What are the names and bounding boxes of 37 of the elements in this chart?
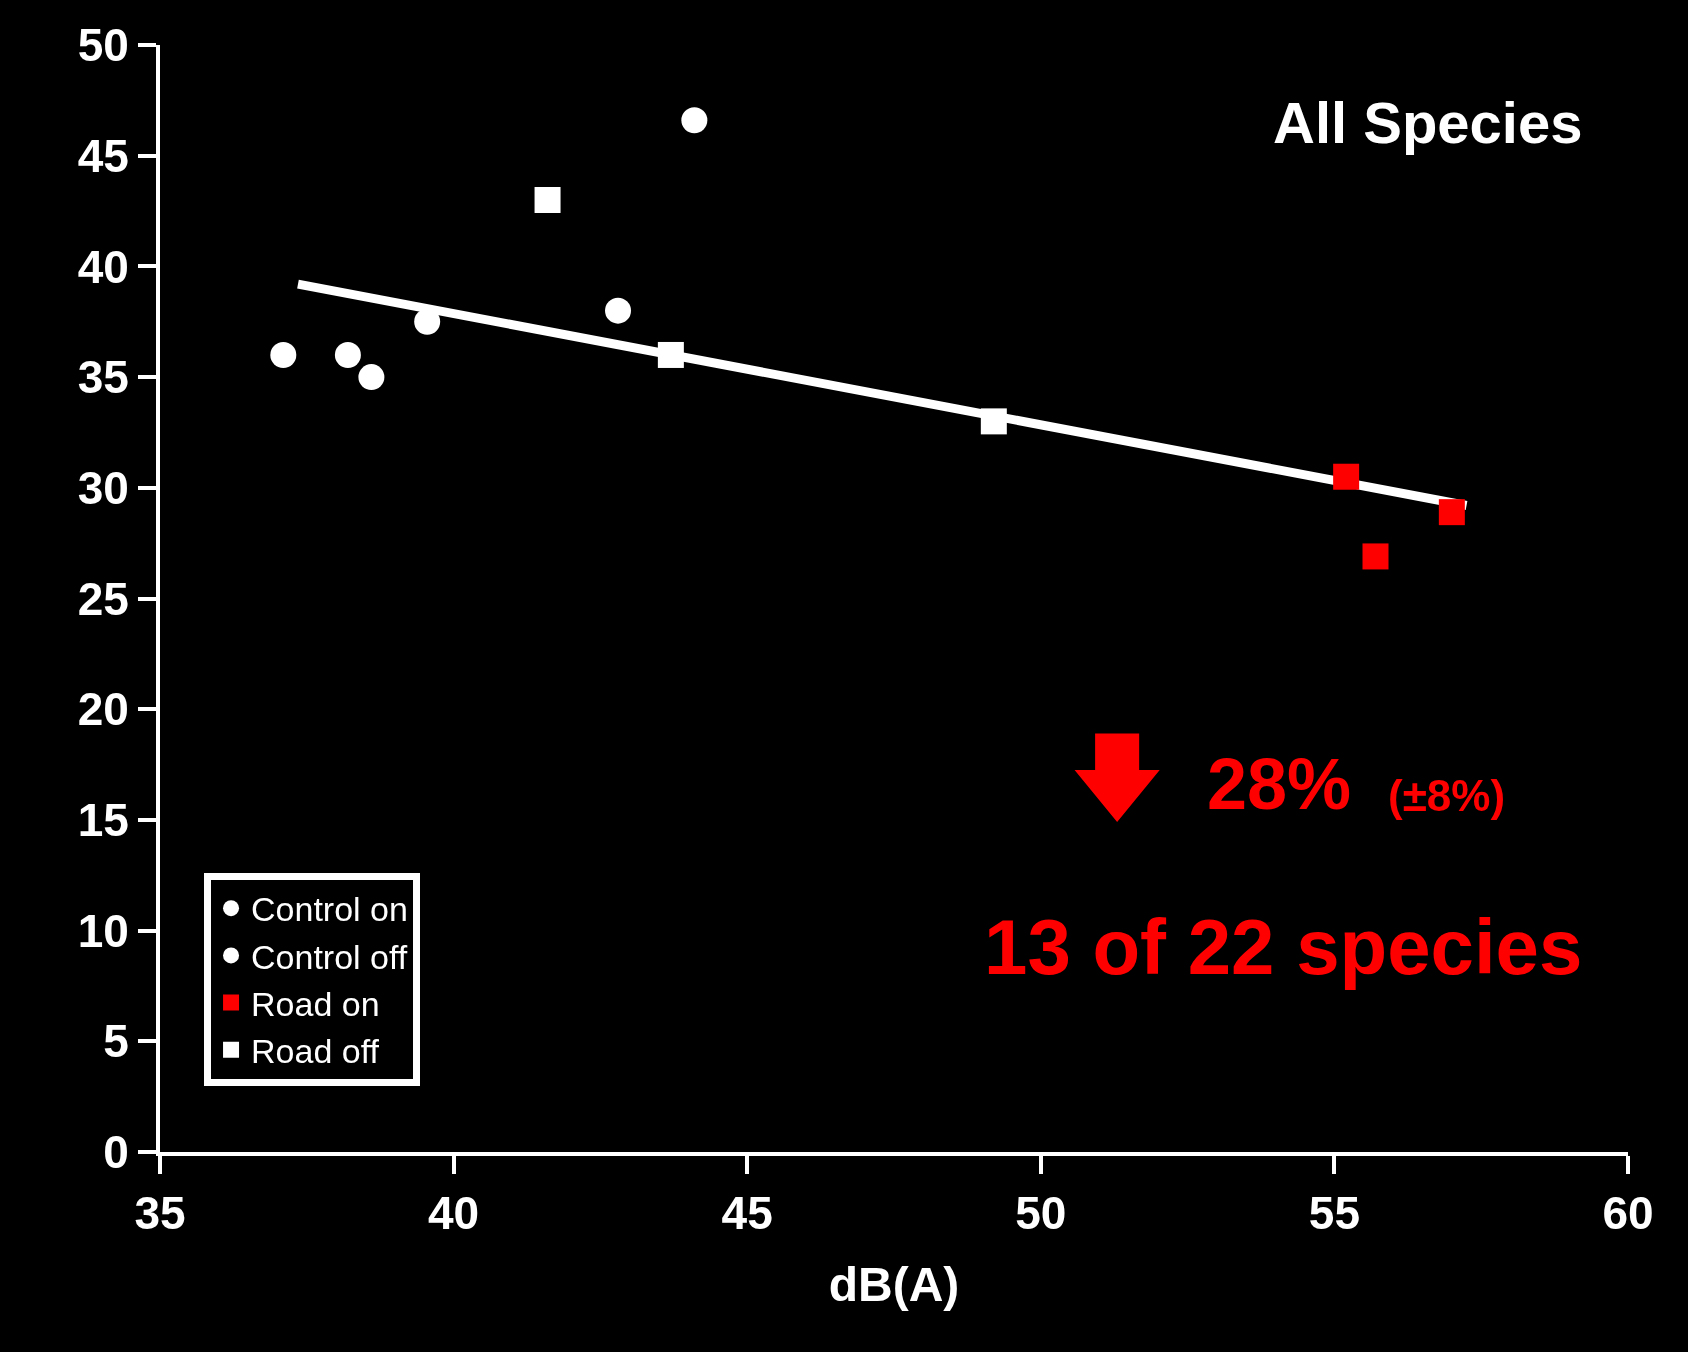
point	[980, 408, 1007, 435]
x-tick-label: 60	[1602, 1187, 1654, 1240]
y-tick-label: 10	[77, 904, 129, 957]
y-tick-label: 0	[103, 1126, 129, 1179]
point	[358, 364, 385, 391]
point	[681, 107, 708, 134]
legend-label: Road off	[251, 1032, 380, 1071]
y-tick-label: 30	[77, 461, 129, 514]
point	[1362, 543, 1389, 570]
x-tick-label: 55	[1308, 1187, 1360, 1240]
point	[605, 297, 632, 324]
y-tick-label: 40	[77, 240, 129, 293]
point	[334, 341, 361, 368]
x-tick-label: 50	[1015, 1187, 1067, 1240]
annotation: 13 of 22 species	[984, 903, 1583, 991]
legend-label: Road on	[251, 984, 380, 1023]
point	[414, 308, 441, 335]
annotation: 28%	[1207, 744, 1352, 824]
point	[657, 341, 684, 368]
annotation: (±8%)	[1388, 771, 1506, 820]
y-tick-label: 15	[77, 794, 129, 846]
y-tick-label: 5	[103, 1015, 129, 1068]
x-tick-label: 40	[428, 1187, 480, 1240]
point	[1438, 499, 1465, 526]
y-tick-label: 35	[77, 351, 129, 404]
point	[1333, 463, 1360, 490]
legend-label: Control on	[251, 890, 408, 929]
x-axis-title: dB(A)	[828, 1257, 960, 1311]
point	[270, 341, 297, 368]
point	[534, 186, 561, 213]
x-tick-label: 45	[721, 1187, 773, 1240]
legend-label: Control off	[251, 937, 408, 976]
y-tick-label: 20	[77, 683, 129, 736]
y-tick-label: 45	[77, 129, 129, 182]
annotation: All Species	[1273, 90, 1583, 155]
y-tick-label: 25	[77, 572, 129, 625]
y-tick-label: 50	[77, 19, 129, 72]
